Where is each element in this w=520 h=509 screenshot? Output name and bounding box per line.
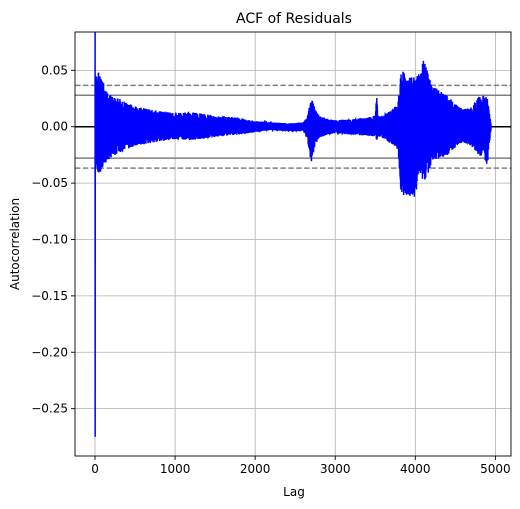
- x-tick-label-4: 4000: [400, 462, 431, 476]
- x-tick-label-0: 0: [91, 462, 99, 476]
- y-tick-label-0: 0.05: [41, 63, 68, 77]
- y-tick-label-2: −0.05: [31, 176, 68, 190]
- x-axis-label: Lag: [283, 485, 305, 499]
- axes: 0 1000 2000 3000 4000 5000 0.05 0.00 −0.05 −0.10 −…: [31, 63, 510, 476]
- x-tick-label-1: 1000: [160, 462, 191, 476]
- plot-frame: [74, 31, 512, 457]
- y-tick-label-6: −0.25: [31, 402, 68, 416]
- y-tick-label-4: −0.15: [31, 289, 68, 303]
- x-tick-label-2: 2000: [240, 462, 271, 476]
- y-tick-label-5: −0.20: [31, 345, 68, 359]
- y-tick-label-3: −0.10: [31, 232, 68, 246]
- y-axis-label: Autocorrelation: [8, 198, 22, 290]
- acf-series: [94, 32, 492, 437]
- grid-lines: [75, 32, 511, 456]
- x-tick-label-5: 5000: [480, 462, 511, 476]
- acf-series-line-0: [94, 32, 492, 437]
- chart-title: ACF of Residuals: [236, 11, 352, 27]
- y-tick-label-1: 0.00: [41, 120, 68, 134]
- x-tick-label-3: 3000: [320, 462, 351, 476]
